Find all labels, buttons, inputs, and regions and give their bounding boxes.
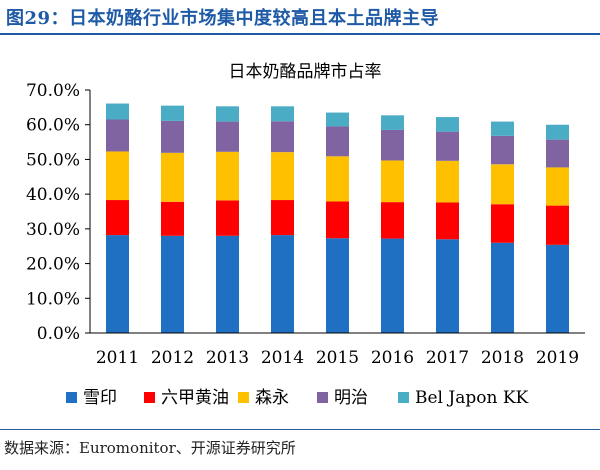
bar-segment-2012-Bel-Japon-KK xyxy=(161,105,184,121)
bar-segment-2016-Bel-Japon-KK xyxy=(381,115,404,130)
x-tick-label-2017: 2017 xyxy=(426,348,469,368)
bar-segment-2018-Bel-Japon-KK xyxy=(491,121,514,136)
bar-segment-2014-Bel-Japon-KK xyxy=(271,106,294,122)
bar-segment-2019-六甲黄油 xyxy=(546,205,569,245)
title-divider xyxy=(0,33,600,35)
bar-segment-2015-雪印 xyxy=(326,238,349,333)
legend-label-明治: 明治 xyxy=(334,388,368,408)
x-tick-label-2011: 2011 xyxy=(96,348,139,368)
y-axis: 0.0% 10.0% 20.0% 30.0% 40.0% 50.0% 60.0% 70.0% xyxy=(26,81,91,344)
figure-title: 图29：日本奶酪行业市场集中度较高且本土品牌主导 xyxy=(6,8,440,29)
bar-segment-2018-森永 xyxy=(491,164,514,205)
bar-segment-2012-明治 xyxy=(161,120,184,153)
footer-divider xyxy=(0,429,600,430)
y-tick-label: 70.0% xyxy=(26,81,80,101)
legend-label-森永: 森永 xyxy=(255,388,289,408)
bar-segment-2018-六甲黄油 xyxy=(491,204,514,243)
x-tick-label-2016: 2016 xyxy=(371,348,414,368)
x-tick-label-2014: 2014 xyxy=(261,348,304,368)
bar-segment-2012-六甲黄油 xyxy=(161,201,184,236)
bar-segment-2014-雪印 xyxy=(271,235,294,333)
legend-swatch-雪印 xyxy=(66,392,77,403)
y-tick-label: 40.0% xyxy=(26,185,80,205)
x-tick-label-2018: 2018 xyxy=(481,348,524,368)
bar-segment-2017-Bel-Japon-KK xyxy=(436,117,459,132)
bar-segment-2016-六甲黄油 xyxy=(381,202,404,239)
y-tick-label: 10.0% xyxy=(26,289,80,309)
bar-segment-2015-明治 xyxy=(326,126,349,157)
y-tick-label: 0.0% xyxy=(37,324,80,344)
bar-segment-2016-森永 xyxy=(381,160,404,203)
bar-segment-2017-明治 xyxy=(436,131,459,161)
bar-segment-2019-明治 xyxy=(546,139,569,168)
bar-segment-2012-雪印 xyxy=(161,235,184,333)
bar-segment-2019-Bel-Japon-KK xyxy=(546,124,569,140)
bar-segment-2018-明治 xyxy=(491,135,514,165)
bar-segment-2014-明治 xyxy=(271,121,294,153)
legend-swatch-明治 xyxy=(317,392,328,403)
bar-segment-2017-森永 xyxy=(436,160,459,203)
bar-segment-2011-森永 xyxy=(106,151,129,201)
bar-segment-2017-六甲黄油 xyxy=(436,202,459,240)
y-tick-label: 20.0% xyxy=(26,255,80,275)
bar-segment-2011-六甲黄油 xyxy=(106,200,129,236)
source-note: 数据来源：Euromonitor、开源证券研究所 xyxy=(4,439,296,457)
bar-segment-2014-森永 xyxy=(271,152,294,201)
bar-segment-2016-明治 xyxy=(381,129,404,161)
bar-segment-2013-Bel-Japon-KK xyxy=(216,106,239,122)
chart-title: 日本奶酪品牌市占率 xyxy=(229,62,382,82)
legend: 雪印 六甲黄油 森永 明治 Bel Japon KK xyxy=(66,388,529,408)
x-tick-label-2012: 2012 xyxy=(151,348,194,368)
bar-segment-2013-六甲黄油 xyxy=(216,200,239,236)
legend-swatch-Bel-Japon-KK xyxy=(398,392,409,403)
legend-label-Bel-Japon-KK: Bel Japon KK xyxy=(415,388,529,408)
bar-segment-2013-雪印 xyxy=(216,235,239,333)
y-tick-label: 50.0% xyxy=(26,150,80,170)
legend-label-六甲黄油: 六甲黄油 xyxy=(161,388,229,408)
bar-segment-2014-六甲黄油 xyxy=(271,200,294,236)
y-tick-label: 60.0% xyxy=(26,116,80,136)
bar-series xyxy=(106,103,569,333)
stacked-bar-chart: 日本奶酪品牌市占率 0.0% 10.0% 20.0% 30.0% 40.0% 50.0% 6… xyxy=(26,62,585,408)
x-tick-label-2019: 2019 xyxy=(536,348,579,368)
x-axis: 2011 2012 2013 2014 2015 2016 2017 2018 2019 xyxy=(90,332,585,368)
bar-segment-2019-森永 xyxy=(546,167,569,206)
bar-segment-2017-雪印 xyxy=(436,239,459,333)
bar-segment-2011-Bel-Japon-KK xyxy=(106,103,129,120)
bar-segment-2016-雪印 xyxy=(381,238,404,333)
bar-segment-2015-六甲黄油 xyxy=(326,201,349,239)
legend-swatch-森永 xyxy=(238,392,249,403)
bar-segment-2019-雪印 xyxy=(546,244,569,333)
bar-segment-2013-明治 xyxy=(216,121,239,152)
bar-segment-2013-森永 xyxy=(216,151,239,201)
legend-swatch-六甲黄油 xyxy=(144,392,155,403)
bar-segment-2015-Bel-Japon-KK xyxy=(326,112,349,127)
bar-segment-2012-森永 xyxy=(161,152,184,202)
bar-segment-2011-雪印 xyxy=(106,235,129,333)
bar-segment-2015-森永 xyxy=(326,156,349,202)
x-tick-label-2013: 2013 xyxy=(206,348,249,368)
legend-label-雪印: 雪印 xyxy=(83,388,117,408)
x-tick-label-2015: 2015 xyxy=(316,348,359,368)
y-tick-label: 30.0% xyxy=(26,220,80,240)
bar-segment-2011-明治 xyxy=(106,119,129,152)
bar-segment-2018-雪印 xyxy=(491,242,514,333)
